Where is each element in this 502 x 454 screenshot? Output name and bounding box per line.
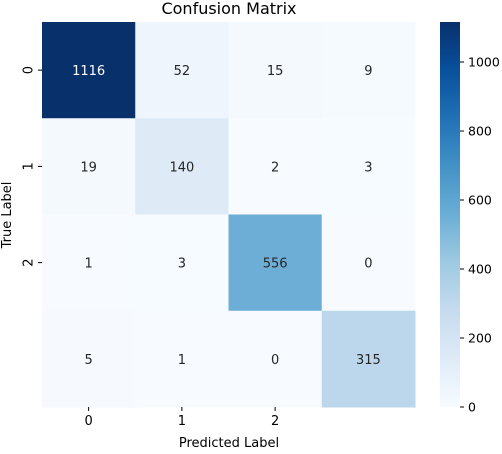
- cell-value-label: 140: [169, 160, 194, 175]
- colorbar-tick-label: 400: [468, 262, 492, 277]
- x-axis-label: Predicted Label: [179, 436, 279, 450]
- heatmap-cell: [228, 118, 323, 215]
- cell-value-label: 5: [84, 353, 92, 368]
- cell-value-label: 1116: [72, 64, 105, 79]
- cell-value-label: 1: [178, 353, 186, 368]
- heatmap-cell: [42, 214, 136, 312]
- heatmap-cell: [42, 22, 136, 119]
- heatmap-cell: [321, 22, 416, 119]
- colorbar-tick-label: 200: [468, 331, 492, 346]
- heatmap-cell: [42, 310, 136, 408]
- colorbar: [440, 22, 460, 407]
- cell-value-label: 0: [271, 353, 279, 368]
- x-tick-label: 2: [271, 414, 279, 429]
- heatmap-cell: [135, 118, 229, 215]
- heatmap-cell: [42, 118, 136, 215]
- cell-value-label: 1: [84, 257, 92, 272]
- chart-title: Confusion Matrix: [161, 0, 296, 18]
- colorbar-tick-label: 1000: [468, 55, 500, 70]
- y-axis-label: True Label: [0, 182, 15, 250]
- y-tick-label: 0: [22, 66, 37, 74]
- y-tick-label: 1: [22, 162, 37, 170]
- x-axis-ticks: 0 1 2: [84, 407, 279, 429]
- colorbar-tick-label: 800: [468, 124, 492, 139]
- heatmap-cells: 1116 52 15 919 140 2 31 3 556 05 1 0 315: [42, 22, 416, 408]
- heatmap-cell: [321, 118, 416, 215]
- heatmap-cell: [135, 22, 229, 119]
- heatmap-cell: [135, 310, 229, 408]
- cell-value-label: 3: [178, 257, 186, 272]
- x-tick-label: 1: [178, 414, 186, 429]
- cell-value-label: 52: [174, 64, 191, 79]
- heatmap-cell: [228, 214, 323, 312]
- heatmap-cell: [321, 310, 416, 408]
- cell-value-label: 9: [364, 64, 372, 79]
- cell-value-label: 315: [356, 353, 381, 368]
- heatmap-cell: [228, 310, 323, 408]
- cell-value-label: 15: [267, 64, 284, 79]
- x-tick-label: 0: [84, 414, 92, 429]
- colorbar-tick-label: 0: [468, 400, 476, 415]
- cell-value-label: 19: [80, 160, 97, 175]
- cell-value-label: 556: [263, 257, 288, 272]
- cell-value-label: 3: [364, 160, 372, 175]
- heatmap-cell: [321, 214, 416, 312]
- heatmap-cell: [228, 22, 323, 119]
- colorbar-ticks: 0 200 400 600 800 1000: [460, 55, 500, 415]
- cell-value-label: 2: [271, 160, 279, 175]
- y-axis-ticks: 0 1 2: [22, 66, 42, 267]
- cell-value-label: 0: [364, 257, 372, 272]
- y-tick-label: 2: [22, 258, 37, 266]
- heatmap-cell: [135, 214, 229, 312]
- colorbar-tick-label: 600: [468, 193, 492, 208]
